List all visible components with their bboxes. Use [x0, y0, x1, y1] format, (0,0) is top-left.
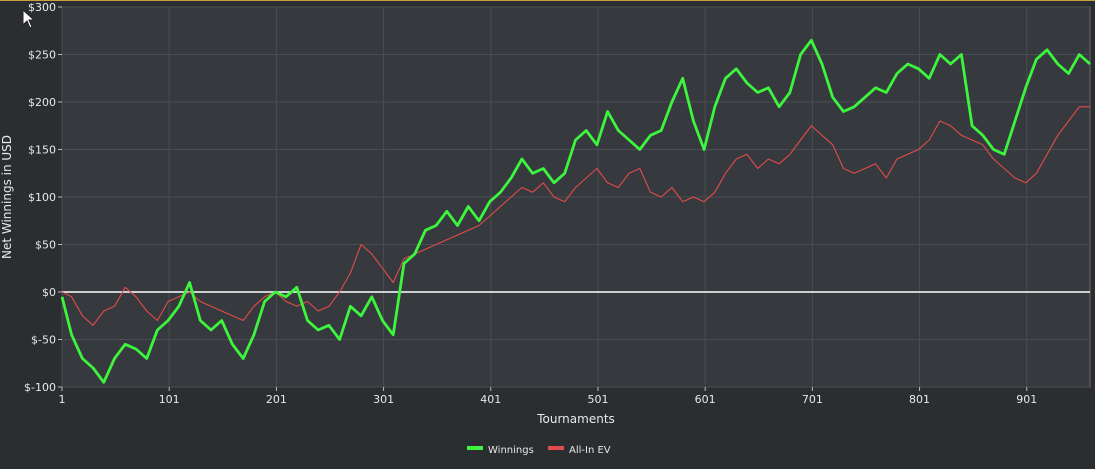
x-axis-title: Tournaments	[536, 412, 615, 426]
y-tick-label: $300	[28, 1, 56, 14]
mouse-cursor-icon	[22, 9, 36, 29]
x-tick-label: 501	[587, 393, 608, 406]
x-tick-label: 701	[802, 393, 823, 406]
x-axis-ticks: 1 101 201 301 401 501 601 701 801 901	[59, 387, 1037, 406]
y-axis-title: Net Winnings in USD	[0, 135, 14, 259]
legend-swatch	[467, 446, 483, 450]
legend-label: Winnings	[488, 445, 534, 456]
series-layer	[60, 38, 1091, 384]
legend-label: All-In EV	[569, 445, 611, 456]
x-tick-label: 101	[159, 393, 180, 406]
y-tick-label: $50	[35, 239, 56, 252]
legend-swatch	[548, 446, 564, 450]
x-tick-label: 301	[373, 393, 394, 406]
x-tick-label: 401	[480, 393, 501, 406]
x-tick-label: 901	[1016, 393, 1037, 406]
series-line-winnings	[60, 38, 1091, 384]
series-line-all-in-ev	[61, 106, 1090, 326]
y-tick-label: $-50	[31, 334, 56, 347]
y-tick-label: $150	[28, 144, 56, 157]
x-tick-label: 201	[266, 393, 287, 406]
y-tick-label: $0	[42, 286, 56, 299]
y-tick-label: $-100	[24, 381, 56, 394]
legend: Winnings All-In EV	[467, 445, 611, 456]
y-tick-label: $100	[28, 191, 56, 204]
y-axis-ticks: $-100 $-50 $0 $50 $100 $150 $200 $250 $300	[24, 1, 62, 394]
x-tick-label: 601	[695, 393, 716, 406]
x-tick-label: 1	[59, 393, 66, 406]
y-tick-label: $250	[28, 49, 56, 62]
x-tick-label: 801	[909, 393, 930, 406]
y-tick-label: $200	[28, 96, 56, 109]
